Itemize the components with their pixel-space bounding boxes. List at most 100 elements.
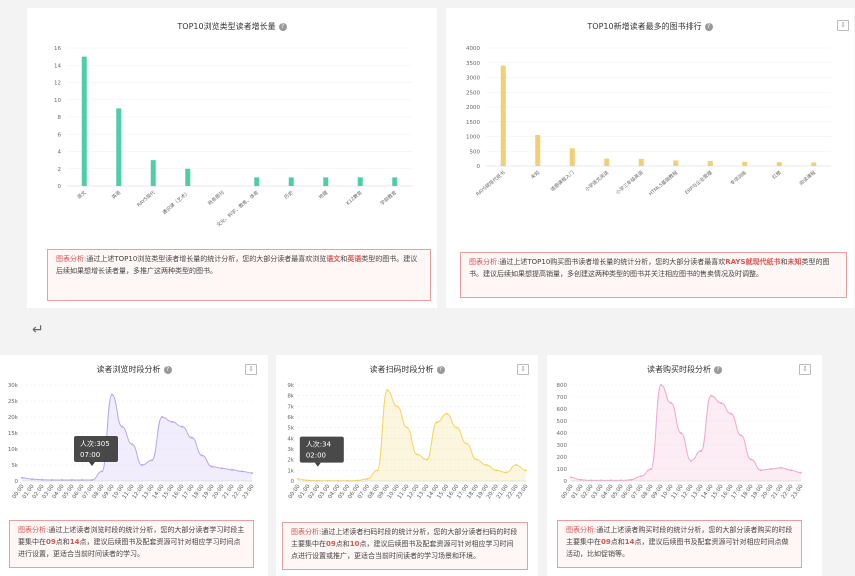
data-point xyxy=(316,479,319,482)
area-chart-browse-time: 05k10k15k20k25k30k00:0001:0002:0003:0004… xyxy=(8,383,256,500)
data-point xyxy=(650,468,652,470)
note-text: 点和 xyxy=(610,538,625,546)
data-point xyxy=(720,402,722,404)
y-tick-label: 700 xyxy=(557,395,568,401)
y-tick-label: 400 xyxy=(557,431,568,437)
data-point xyxy=(465,442,468,445)
x-tick-label: 英语 xyxy=(110,189,122,201)
data-point xyxy=(800,471,802,474)
data-point xyxy=(710,394,712,397)
bar xyxy=(535,135,541,166)
note-text: 点和 xyxy=(55,538,70,546)
tooltip-time: 07:00 xyxy=(80,451,100,459)
note-highlight: 语文 xyxy=(326,255,341,263)
y-tick-label: 2500 xyxy=(466,90,480,96)
y-tick-label: 0 xyxy=(564,479,568,485)
data-point xyxy=(181,425,183,428)
bar xyxy=(150,160,156,186)
data-point xyxy=(690,459,692,462)
note-text: 通过上述读者浏览时段的统计分析，您的大部分读者学习时段主要集中在 xyxy=(18,526,245,546)
data-point xyxy=(386,389,389,392)
tooltip-time: 02:00 xyxy=(306,452,326,460)
y-tick-label: 9k xyxy=(287,383,294,389)
download-icon[interactable]: ⇩ xyxy=(517,364,529,375)
chart-card-purchase-time: 读者购买时段分析? ⇩ 0 100 200 300 400 500 600 700 800 00:… xyxy=(547,355,822,576)
note-text: 点，建议后续图书及配套资源可针对相应学习时间点进行设置，更适合当前时间读者的学习… xyxy=(18,538,241,558)
data-point xyxy=(81,479,83,482)
x-tick-label: 23:00 xyxy=(242,483,256,500)
data-point xyxy=(191,436,193,439)
data-point xyxy=(475,458,478,461)
y-tick-label: 200 xyxy=(557,455,568,461)
note-text: 点，建议后续图书及配套资源可针对相应学习时间点进行设置或推广，更适合当前时间读者… xyxy=(291,540,514,560)
bar-chart-book-ranking: 0 500 1000 1500 2000 2500 3000 3500 4000 RAYS就现代纸… xyxy=(466,46,831,198)
download-icon[interactable]: ⇩ xyxy=(837,20,849,31)
data-point xyxy=(151,459,153,462)
download-icon[interactable]: ⇩ xyxy=(799,364,811,375)
data-point xyxy=(730,412,732,415)
bar xyxy=(323,177,329,186)
note-text: 和 xyxy=(340,255,348,263)
note-label: 图表分析: xyxy=(18,526,49,534)
y-tick-label: 7k xyxy=(287,404,294,410)
help-icon[interactable]: ? xyxy=(704,22,713,31)
chart-title: 读者购买时段分析? xyxy=(547,364,822,375)
bar xyxy=(254,177,260,186)
note-text: 和 xyxy=(780,258,788,266)
data-point xyxy=(366,477,369,480)
y-tick-label: 12 xyxy=(54,81,61,87)
help-icon[interactable]: ? xyxy=(278,22,287,31)
y-tick-label: 6 xyxy=(58,132,62,138)
data-point xyxy=(201,454,203,457)
data-point xyxy=(580,478,582,481)
note-highlight: 09 xyxy=(326,540,336,548)
data-point xyxy=(297,477,299,480)
y-tick-label: 16 xyxy=(54,46,61,52)
bar xyxy=(638,158,644,166)
note-text: 通过上述读者购买时段的统计分析，您的大部分读者购买的时段主要集中在 xyxy=(566,526,793,546)
x-tick-label: HTML5基础教程 xyxy=(647,169,679,197)
help-icon[interactable]: ? xyxy=(436,365,445,374)
help-icon[interactable]: ? xyxy=(163,365,172,374)
chart-analysis-note: 图表分析:通过上述读者扫码时段的统计分析，您的大部分读者扫码的时段主要集中在09… xyxy=(282,522,528,570)
bar xyxy=(357,177,363,186)
download-icon[interactable]: ⇩ xyxy=(245,364,257,375)
data-point xyxy=(221,467,223,470)
area-fill xyxy=(22,394,252,481)
x-tick-label: 小学三年级英语 xyxy=(614,169,644,196)
chart-analysis-note: 图表分析:通过上述读者浏览时段的统计分析，您的大部分读者学习时段主要集中在09点… xyxy=(9,520,254,568)
note-label: 图表分析: xyxy=(56,255,87,263)
note-highlight: 未知 xyxy=(787,258,802,266)
y-tick-label: 30k xyxy=(8,383,19,389)
data-point xyxy=(525,469,527,472)
data-point xyxy=(231,468,233,471)
y-tick-label: 4000 xyxy=(466,46,480,52)
data-point xyxy=(495,469,498,472)
note-label: 图表分析: xyxy=(469,258,500,266)
data-point xyxy=(660,384,662,386)
bar xyxy=(742,161,748,166)
y-tick-label: 8 xyxy=(58,115,62,121)
data-point xyxy=(31,478,33,481)
data-point xyxy=(455,426,458,429)
y-tick-label: 0 xyxy=(291,479,295,485)
note-highlight: 英语 xyxy=(347,255,362,263)
data-point xyxy=(121,425,123,428)
x-tick-label: 红楼 xyxy=(771,169,783,181)
data-point xyxy=(406,426,409,429)
y-tick-label: 2k xyxy=(287,458,294,464)
x-tick-label: 地理 xyxy=(317,189,329,201)
data-point xyxy=(396,405,399,408)
data-point xyxy=(41,478,43,481)
chart-card-scan-time: 读者扫码时段分析? ⇩ 0 1k 2k 3k 4k 5k 6k 7k 8k 9k 00:00 01:0… xyxy=(276,355,538,576)
bar xyxy=(500,65,506,166)
bar xyxy=(707,160,713,166)
y-tick-label: 300 xyxy=(557,443,568,449)
bar xyxy=(776,162,782,166)
chart-title-text: TOP10浏览类型读者增长量 xyxy=(177,22,276,31)
chart-title: TOP10新增读者最多的图书排行? xyxy=(446,21,854,32)
chart-title: TOP10浏览类型读者增长量? xyxy=(27,21,437,32)
help-icon[interactable]: ? xyxy=(714,365,722,374)
data-point xyxy=(700,450,702,452)
